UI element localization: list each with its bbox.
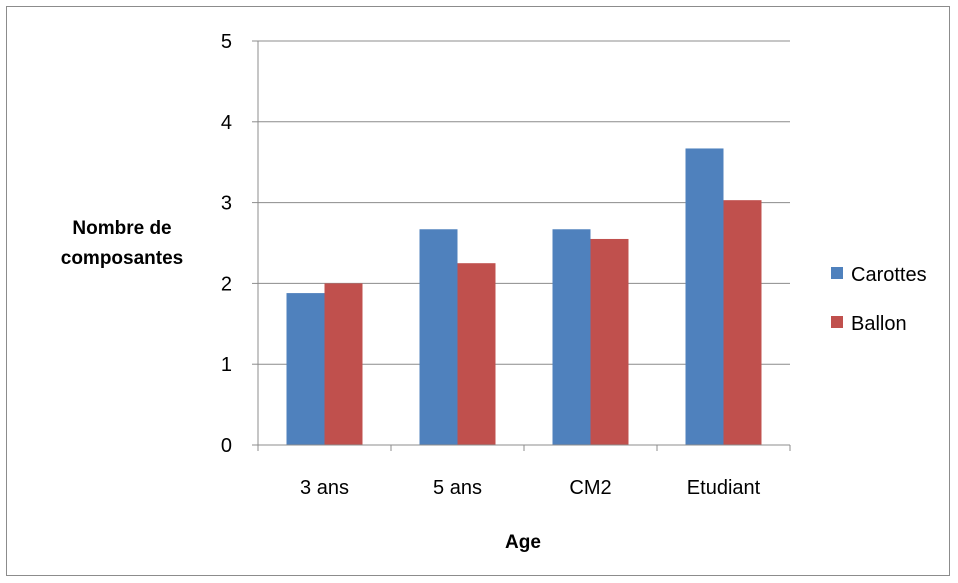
y-tick-label: 0 [221, 435, 232, 457]
y-tick-label: 5 [221, 31, 232, 53]
y-axis-title-line-2: composantes [61, 248, 183, 269]
x-tick-label: 3 ans [300, 477, 349, 499]
legend-label-ballon: Ballon [851, 313, 907, 335]
legend-swatch-carottes [831, 267, 843, 279]
y-tick-labels: 0 1 2 3 4 5 [221, 31, 232, 457]
x-tick-label: Etudiant [687, 477, 761, 499]
bar-ballon-2 [457, 263, 496, 445]
bar-carottes-3 [552, 229, 591, 445]
y-tick-label: 3 [221, 193, 232, 215]
bar-ballon-3 [590, 238, 629, 445]
bar-carottes-4 [685, 148, 724, 446]
y-tick-label: 4 [221, 112, 232, 134]
bar-carottes-2 [419, 229, 458, 445]
x-axis-title: Age [505, 532, 541, 553]
legend-label-carottes: Carottes [851, 264, 927, 286]
legend-swatch-ballon [831, 316, 843, 328]
x-tick-label: 5 ans [433, 477, 482, 499]
y-tick-label: 2 [221, 273, 232, 295]
legend: Carottes Ballon [831, 264, 927, 335]
bar-carottes-1 [286, 293, 325, 445]
bars [286, 148, 762, 446]
x-tick-labels: 3 ans 5 ans CM2 Etudiant [300, 477, 761, 499]
y-tick-label: 1 [221, 354, 232, 376]
bar-ballon-4 [723, 200, 762, 445]
x-tick-label: CM2 [569, 477, 611, 499]
y-axis-title-line-1: Nombre de [72, 218, 171, 239]
axes [257, 41, 791, 451]
bar-ballon-1 [324, 283, 363, 445]
